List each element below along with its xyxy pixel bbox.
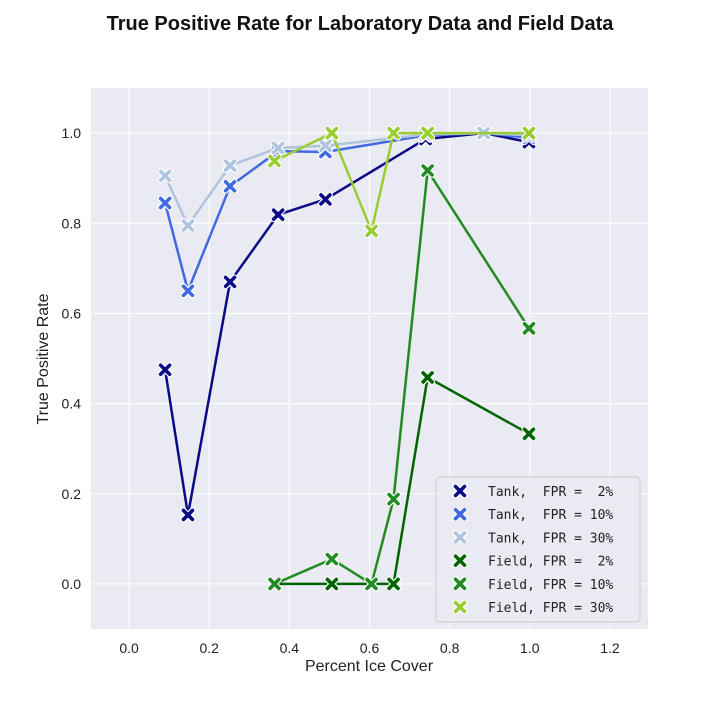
data-point-marker xyxy=(421,164,434,177)
x-axis-ticks: 0.0 0.2 0.4 0.6 0.8 1.0 1.2 xyxy=(119,640,620,656)
legend-marker-icon xyxy=(453,531,467,544)
data-point-marker xyxy=(325,126,339,140)
data-point-marker xyxy=(325,552,339,566)
legend-marker-icon xyxy=(453,600,467,614)
x-tick-label: 0.4 xyxy=(280,640,300,656)
series-line xyxy=(274,169,531,586)
legend-label: Tank, FPR = 10% xyxy=(488,508,613,523)
data-point-marker xyxy=(387,577,400,591)
legend-marker-icon xyxy=(453,554,467,567)
legend-item: Tank, FPR = 30% xyxy=(452,529,613,546)
series-4 xyxy=(267,163,537,592)
legend-item: Field, FPR = 2% xyxy=(452,553,613,570)
legend-marker-icon xyxy=(453,577,467,591)
data-point-marker xyxy=(268,577,281,591)
data-point-marker xyxy=(158,363,172,377)
legend-label: Tank, FPR = 30% xyxy=(488,531,613,546)
series-5 xyxy=(267,125,537,239)
data-point-marker xyxy=(271,141,285,155)
y-tick-label: 0.8 xyxy=(62,215,82,231)
legend-label: Field, FPR = 2% xyxy=(488,555,613,570)
y-tick-label: 0.6 xyxy=(62,305,82,321)
legend-label: Field, FPR = 30% xyxy=(488,601,613,616)
series-line xyxy=(274,376,530,586)
data-point-marker xyxy=(271,208,285,221)
legend-box xyxy=(435,476,641,623)
data-point-marker xyxy=(158,196,172,210)
data-point-marker xyxy=(268,154,281,168)
x-tick-label: 0.2 xyxy=(199,640,219,656)
data-point-marker xyxy=(223,159,237,172)
legend-label: Tank, FPR = 2% xyxy=(488,485,613,500)
y-tick-label: 0.0 xyxy=(62,576,82,592)
data-point-marker xyxy=(421,371,434,384)
legend-item: Field, FPR = 10% xyxy=(452,576,613,593)
x-tick-label: 1.0 xyxy=(520,640,540,656)
data-point-marker xyxy=(158,169,172,183)
data-point-marker xyxy=(365,224,378,238)
data-point-marker xyxy=(522,427,536,441)
x-tick-label: 0.6 xyxy=(360,640,380,656)
chart-title: True Positive Rate for Laboratory Data a… xyxy=(107,13,615,35)
x-axis-label: Percent Ice Cover xyxy=(305,658,434,675)
legend-item: Tank, FPR = 2% xyxy=(452,483,613,500)
y-tick-label: 0.2 xyxy=(62,486,82,502)
legend-label: Field, FPR = 10% xyxy=(488,578,613,593)
data-point-marker xyxy=(325,577,339,591)
x-tick-label: 0.0 xyxy=(119,640,139,656)
x-tick-label: 0.8 xyxy=(440,640,460,656)
series-line xyxy=(273,131,529,233)
y-axis-ticks: 0.0 0.2 0.4 0.6 0.8 1.0 xyxy=(62,125,82,592)
x-tick-label: 1.2 xyxy=(600,640,620,656)
data-point-marker xyxy=(181,284,195,298)
legend-item: Field, FPR = 30% xyxy=(452,599,613,616)
y-tick-label: 1.0 xyxy=(62,125,82,141)
data-point-marker xyxy=(181,508,195,522)
legend: Tank, FPR = 2% Tank, FPR = 10% Tank, FPR =… xyxy=(435,476,641,623)
data-point-marker xyxy=(387,126,400,140)
y-axis-label: True Positive Rate xyxy=(35,293,52,424)
data-point-marker xyxy=(319,193,332,206)
series-layer xyxy=(157,125,537,592)
data-point-marker xyxy=(365,577,378,591)
data-point-marker xyxy=(181,219,195,232)
data-point-marker xyxy=(319,139,332,153)
data-point-marker xyxy=(223,179,237,193)
data-point-marker xyxy=(421,126,434,140)
y-tick-label: 0.4 xyxy=(62,396,82,412)
data-point-marker xyxy=(522,321,536,335)
legend-marker-icon xyxy=(453,507,467,521)
data-point-marker xyxy=(223,275,237,289)
data-point-marker xyxy=(522,126,536,140)
data-point-marker xyxy=(387,492,400,506)
legend-marker-icon xyxy=(453,484,467,498)
legend-item: Tank, FPR = 10% xyxy=(452,506,613,523)
